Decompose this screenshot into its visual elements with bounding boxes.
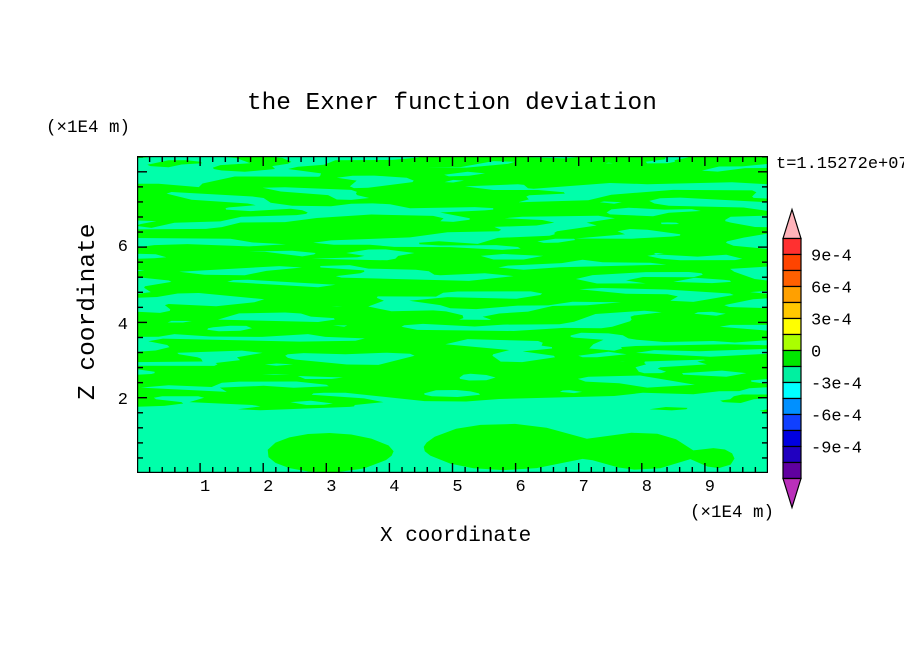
svg-text:-6e-4: -6e-4 — [811, 408, 862, 427]
svg-text:9e-4: 9e-4 — [811, 248, 852, 267]
svg-text:0: 0 — [811, 344, 821, 363]
svg-text:-3e-4: -3e-4 — [811, 376, 862, 395]
svg-text:-9e-4: -9e-4 — [811, 440, 862, 459]
svg-text:3e-4: 3e-4 — [811, 312, 852, 331]
svg-text:6e-4: 6e-4 — [811, 280, 852, 299]
